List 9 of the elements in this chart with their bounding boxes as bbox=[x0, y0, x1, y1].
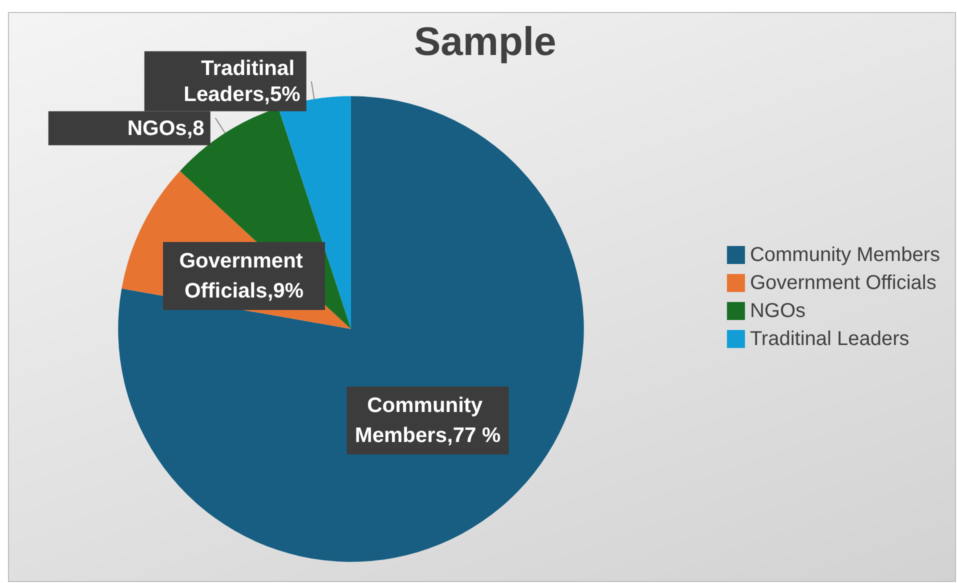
data-label: Government Officials,9% bbox=[179, 249, 309, 302]
legend-label: Community Members bbox=[750, 244, 940, 266]
chart-title: Sample bbox=[414, 20, 556, 64]
legend-label: Government Officials bbox=[750, 272, 936, 294]
legend-label: NGOs bbox=[750, 300, 806, 322]
data-label: NGOs,8 bbox=[127, 116, 205, 140]
legend-label: Traditinal Leaders bbox=[750, 328, 910, 350]
data-label: Community Members,77 % bbox=[354, 394, 502, 447]
data-label: Traditinal Leaders,5% bbox=[184, 56, 301, 106]
